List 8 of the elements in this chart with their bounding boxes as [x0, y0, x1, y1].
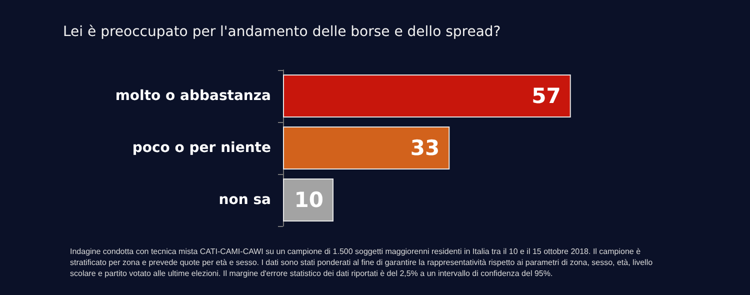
- chart-title: Lei è preoccupato per l'andamento delle borse e dello spread?: [63, 24, 501, 40]
- data-label: 33: [410, 136, 440, 160]
- text: Indagine condotta con tecnica mista CATI-CAMI-CAWI su un campione di 1.500 soggetti maggiorenni residenti in Italia tra il 10 e il 15 ottobre 2018. Il campione è stratificato per zona e prevede quote per età e sesso. I dati sono stati ponderati al fine di garantire la rappresentatività rispetto ai parametri di zona, sesso, età, livello scolare e partito votato alle ultime elezioni. Il margine d'errore statistico dei dati riportati è del 2,5% a un intervallo di confidenza del 95%.: [70, 247, 655, 278]
- data-label: 10: [294, 188, 324, 212]
- y-tick-label: non sa: [218, 192, 271, 208]
- y-tick-label: poco o per niente: [132, 140, 271, 156]
- y-tick-label: molto o abbastanza: [115, 88, 271, 104]
- data-label: 57: [532, 84, 561, 108]
